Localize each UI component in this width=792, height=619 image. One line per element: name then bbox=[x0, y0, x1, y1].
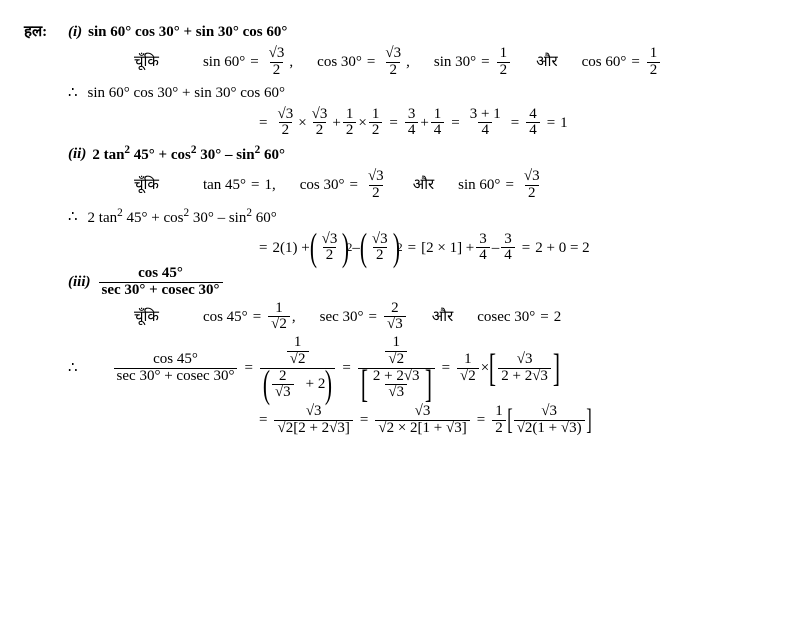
part-ii-header: (ii) 2 tan2 45° + cos2 30° – sin2 60° bbox=[68, 141, 768, 167]
part-i-subs: चूँकि sin 60° = √32 , cos 30° = √32 , si… bbox=[134, 46, 768, 79]
part-i-expression: sin 60° cos 30° + sin 30° cos 60° bbox=[88, 20, 287, 44]
part-iii-header: (iii) cos 45° sec 30° + cosec 30° bbox=[68, 266, 768, 299]
part-ii-restate: ∴ 2 tan2 45° + cos2 30° – sin2 60° bbox=[68, 204, 768, 230]
part-i-steps: = √32 × √32 + 12 × 12 = 34 + 14 = 3 + 14… bbox=[254, 107, 768, 140]
since-word: चूँकि bbox=[134, 50, 159, 74]
part-i-roman: (i) bbox=[68, 20, 82, 44]
part-iii-restate: ∴ cos 45° sec 30° + cosec 30° = 1√2 ( 2√… bbox=[68, 335, 768, 402]
part-iii-steps-line2: = √3√2[2 + 2√3] = √3√2 × 2[1 + √3] = 12 … bbox=[254, 404, 768, 437]
part-i-header: हल: (i) sin 60° cos 30° + sin 30° cos 60… bbox=[24, 20, 768, 44]
part-ii-steps: = 2(1) + ( √32 )2 – ( √32 )2 = [2 × 1] +… bbox=[254, 232, 768, 265]
part-ii-roman: (ii) bbox=[68, 142, 86, 166]
part-i-restate: ∴ sin 60° cos 30° + sin 30° cos 60° bbox=[68, 81, 768, 105]
solution-label: हल: bbox=[24, 20, 68, 44]
part-iii-roman: (iii) bbox=[68, 270, 91, 294]
part-iii-subs: चूँकि cos 45° = 1√2 , sec 30° = 2√3 और c… bbox=[134, 301, 768, 334]
part-ii-subs: चूँकि tan 45° = 1 , cos 30° = √32 और sin… bbox=[134, 169, 768, 202]
